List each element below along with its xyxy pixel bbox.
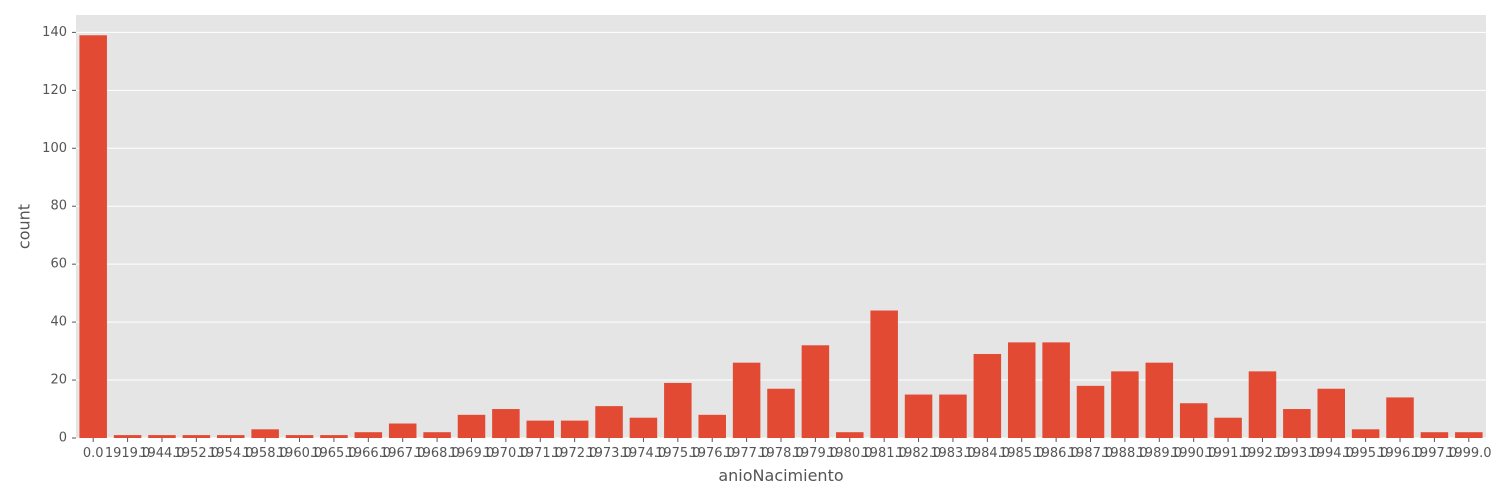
plot-background — [76, 15, 1486, 438]
bar — [1214, 417, 1242, 438]
bar — [148, 435, 176, 438]
y-axis: 0 20 40 60 80 100 120 140 — [42, 25, 76, 446]
x-tick-label: 1975.0 — [655, 446, 701, 461]
x-tick-label: 1974.0 — [621, 446, 667, 461]
bar — [732, 362, 761, 438]
x-tick-label: 1954.0 — [208, 446, 254, 461]
x-tick-label: 1985.0 — [999, 446, 1045, 461]
x-tick-label: 1976.0 — [689, 446, 735, 461]
bar — [560, 420, 589, 438]
bar — [629, 417, 658, 438]
x-tick-label: 1988.0 — [1102, 446, 1148, 461]
bar — [217, 435, 245, 438]
bar — [1111, 371, 1139, 438]
x-tick-label: 1996.0 — [1377, 446, 1423, 461]
x-tick-label: 1972.0 — [552, 446, 598, 461]
bar — [870, 310, 898, 438]
x-tick-label: 1987.0 — [1068, 446, 1114, 461]
y-tick-label: 0 — [59, 431, 67, 446]
x-tick-label: 1999.0 — [1446, 446, 1492, 461]
y-tick-label: 60 — [50, 257, 67, 272]
y-tick-label: 100 — [42, 141, 67, 156]
x-tick-label: 1983.0 — [930, 446, 976, 461]
bar — [973, 353, 1002, 438]
y-tick-label: 120 — [42, 83, 67, 98]
x-tick-label: 1990.0 — [1171, 446, 1217, 461]
bar — [1455, 432, 1483, 438]
x-tick-label: 1982.0 — [896, 446, 942, 461]
bar — [1420, 432, 1449, 438]
x-tick-label: 1997.0 — [1412, 446, 1458, 461]
x-tick-label: 1980.0 — [827, 446, 873, 461]
bar — [904, 394, 933, 438]
bar — [320, 435, 348, 438]
x-tick-label: 1973.0 — [586, 446, 632, 461]
x-tick-label: 1978.0 — [758, 446, 804, 461]
x-axis-label: anioNacimiento — [718, 466, 843, 485]
bar — [1317, 388, 1345, 438]
x-tick-label: 1984.0 — [965, 446, 1011, 461]
x-tick-label: 1944.0 — [139, 446, 185, 461]
bar — [251, 429, 279, 438]
bar — [1283, 409, 1311, 438]
bar — [1386, 397, 1414, 438]
bar — [1145, 362, 1174, 438]
x-tick-label: 1952.0 — [174, 446, 220, 461]
x-tick-label: 1979.0 — [793, 446, 839, 461]
x-tick-label: 1960.0 — [277, 446, 323, 461]
x-tick-label: 1989.0 — [1137, 446, 1183, 461]
bar — [801, 345, 830, 438]
bar — [79, 35, 107, 438]
x-tick-label: 1965.0 — [311, 446, 357, 461]
bar — [664, 382, 692, 438]
bar — [354, 432, 383, 438]
y-tick-label: 80 — [50, 199, 67, 214]
x-tick-label: 1966.0 — [346, 446, 392, 461]
bar — [1179, 403, 1208, 438]
x-tick-label: 0.0 — [83, 446, 104, 461]
x-tick-label: 1958.0 — [242, 446, 288, 461]
bar — [182, 435, 211, 438]
y-tick-label: 20 — [50, 373, 67, 388]
bar — [1248, 371, 1277, 438]
bars — [79, 35, 1483, 438]
bar — [285, 435, 314, 438]
bar — [492, 409, 520, 438]
x-tick-label: 1981.0 — [861, 446, 907, 461]
bar — [1007, 342, 1036, 438]
bar — [1076, 385, 1105, 438]
bar — [1042, 342, 1070, 438]
bar — [113, 435, 142, 438]
y-tick-label: 140 — [42, 25, 67, 40]
x-tick-label: 1991.0 — [1205, 446, 1251, 461]
x-tick-label: 1995.0 — [1343, 446, 1389, 461]
x-tick-label: 1986.0 — [1033, 446, 1079, 461]
bar — [526, 420, 555, 438]
y-tick-label: 40 — [50, 315, 67, 330]
x-tick-label: 1994.0 — [1308, 446, 1354, 461]
bar — [388, 423, 417, 438]
y-axis-label: count — [15, 204, 34, 249]
x-tick-label: 1992.0 — [1240, 446, 1286, 461]
bar — [457, 414, 486, 438]
x-tick-label: 1977.0 — [724, 446, 770, 461]
bar — [1351, 429, 1380, 438]
x-tick-label: 1969.0 — [449, 446, 495, 461]
x-tick-label: 1970.0 — [483, 446, 529, 461]
bar — [767, 388, 795, 438]
x-tick-label: 1968.0 — [414, 446, 460, 461]
bar — [698, 414, 726, 438]
bar — [836, 432, 864, 438]
x-tick-label: 1919.0 — [105, 446, 151, 461]
bar — [939, 394, 967, 438]
bar — [423, 432, 451, 438]
x-axis: 0.0 1919.01944.01952.01954.01958.01960.01… — [83, 438, 1492, 461]
x-tick-label: 1967.0 — [380, 446, 426, 461]
bar — [595, 406, 623, 438]
x-tick-label: 1971.0 — [518, 446, 564, 461]
x-tick-label: 1993.0 — [1274, 446, 1320, 461]
